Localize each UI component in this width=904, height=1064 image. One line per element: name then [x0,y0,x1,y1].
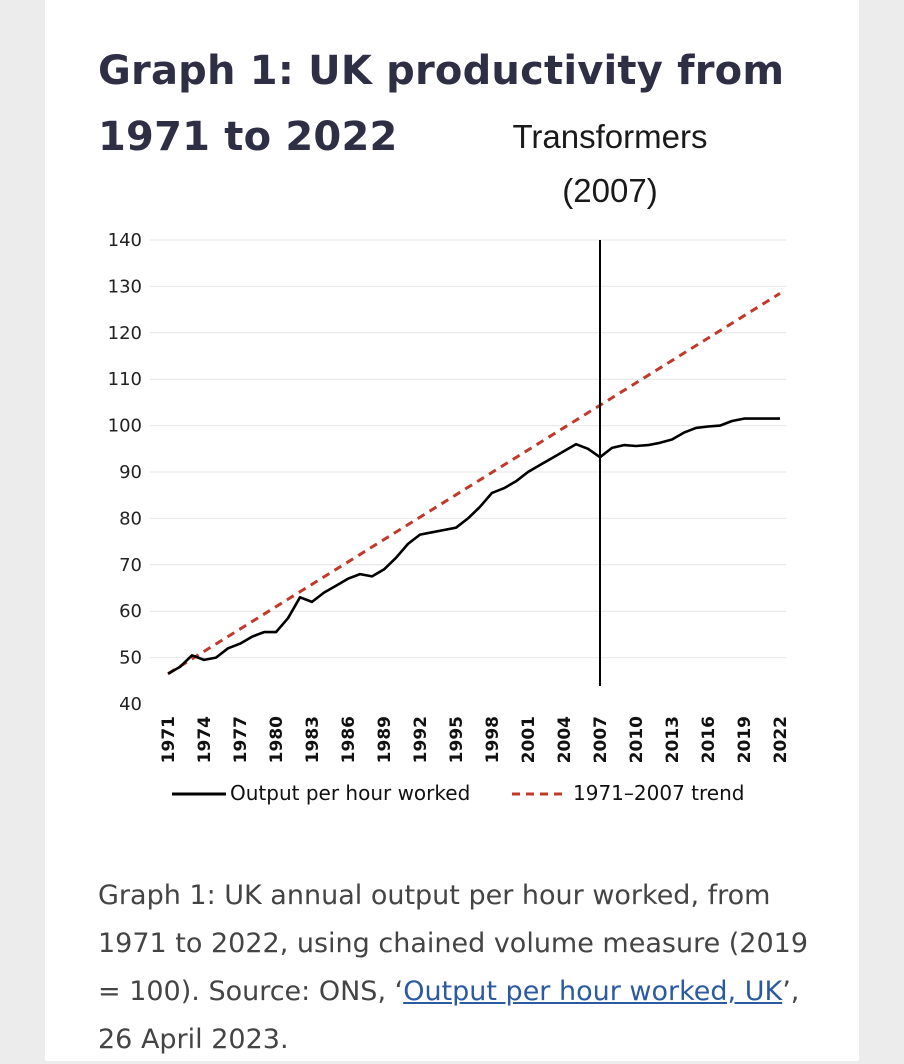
y-tick-label: 60 [119,601,142,622]
x-tick-label: 2019 [735,716,755,763]
caption-text-end: ’, 26 April 2023. [98,976,800,1055]
x-tick-labels: 1971 1974 1977 1980 1983 1986 1989 1992 1995 1998… [159,716,791,763]
page-title: Graph 1: UK productivity from 1971 to 20… [98,48,785,160]
x-tick-label: 1986 [339,716,359,763]
productivity-chart: 40 50 60 70 80 90 100 110 120 130 140 1971 1974 1977… [108,230,791,805]
x-tick-label: 1989 [375,716,395,763]
chart-legend: Output per hour worked 1971–2007 trend [172,781,744,805]
x-tick-label: 1974 [195,716,215,763]
x-tick-label: 1995 [447,716,467,763]
y-tick-label: 90 [119,462,142,483]
legend-label: Output per hour worked [230,781,470,805]
y-tick-label: 120 [108,323,142,344]
x-tick-label: 2010 [627,716,647,763]
output-line [167,417,780,675]
legend-label: 1971–2007 trend [573,781,744,805]
x-tick-label: 1998 [483,716,503,763]
article-card [45,0,859,1061]
y-tick-label: 140 [108,230,142,251]
y-tick-label: 130 [108,276,142,297]
x-tick-label: 1983 [303,716,323,763]
y-tick-label: 110 [108,369,142,390]
caption-text-start: Graph 1: UK annual output per hour worke… [98,880,809,1007]
y-tick-label: 40 [119,694,142,715]
y-tick-labels: 40 50 60 70 80 90 100 110 120 130 140 [108,230,142,715]
y-tick-label: 70 [119,555,142,576]
x-tick-label: 2016 [699,716,719,763]
x-tick-label: 2001 [519,716,539,763]
x-tick-label: 2007 [591,716,611,763]
x-tick-label: 2022 [771,716,791,763]
x-tick-label: 2004 [555,716,575,763]
y-tick-label: 50 [119,648,142,669]
annotation-line-1: Transformers [512,118,708,155]
y-tick-label: 80 [119,508,142,529]
grid-layer [150,239,786,659]
trend-line [167,292,781,676]
x-tick-label: 1980 [267,716,287,763]
y-tick-label: 100 [108,416,142,437]
x-tick-label: 2013 [663,716,683,763]
x-tick-label: 1992 [411,716,431,763]
annotation-line-2: (2007) [562,172,658,209]
figure-caption: Graph 1: UK annual output per hour worke… [98,872,818,1064]
x-tick-label: 1971 [159,716,179,763]
series-layer [167,292,781,676]
chart-annotation: Transformers (2007) [480,110,740,218]
source-link[interactable]: Output per hour worked, UK [403,976,783,1007]
x-tick-label: 1977 [231,716,251,763]
